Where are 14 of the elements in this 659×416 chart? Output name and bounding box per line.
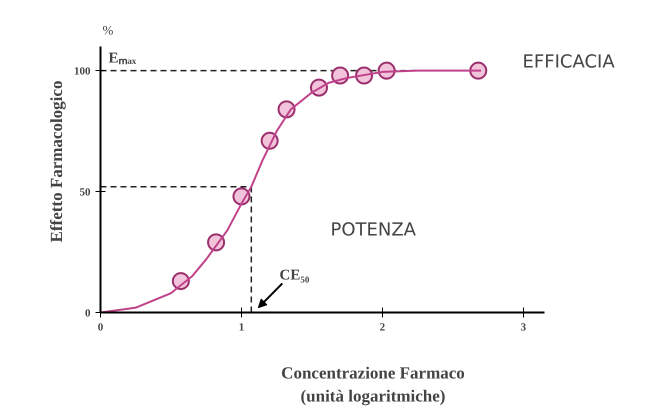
annotation: EFFICACIA [522,52,616,72]
y-tick-label: 0 [85,308,91,320]
text: % [102,22,114,38]
x-tick-label: 3 [520,322,527,334]
y-axis-title: Effetto Farmacologico [47,80,66,242]
x-tick-label: 0 [98,322,104,334]
x-axis-title: Concentrazione Farmaco (unità logaritmiche) [281,364,465,406]
x-tick-label: 2 [380,322,386,334]
annotation: POTENZA [330,220,417,240]
ref-line-label: CE₅₀ [280,267,310,284]
x-tick-label: 1 [238,322,244,334]
y-tick-label: 100 [74,66,91,78]
ref-line-label: Eₘₐₓ [108,50,137,67]
y-tick-label: 50 [80,186,91,199]
